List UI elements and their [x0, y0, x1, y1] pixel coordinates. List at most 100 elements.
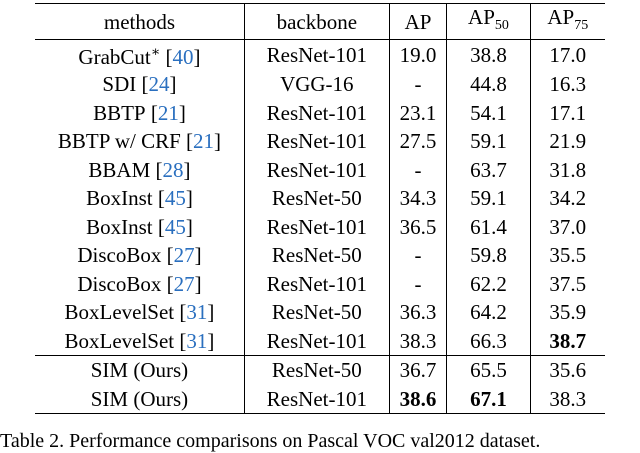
- value-cell: ResNet-101: [243, 212, 390, 242]
- citation-bracket: [: [186, 129, 194, 154]
- value-cell: 59.8: [446, 241, 531, 270]
- citation-number: 28: [162, 157, 184, 182]
- value-cell: 37.5: [529, 269, 605, 299]
- value-cell: 34.3: [388, 184, 447, 213]
- method-name: SDI: [102, 72, 137, 97]
- value-cell: 44.8: [446, 70, 531, 99]
- citation-bracket: ]: [193, 45, 201, 70]
- citation-bracket: [: [165, 45, 173, 70]
- value-cell: ResNet-50: [243, 298, 390, 327]
- citation-bracket: ]: [207, 328, 215, 353]
- citation-number: 40: [172, 45, 194, 70]
- method-cell: BBTP w/ CRF [21]: [35, 127, 244, 156]
- value-cell: 38.3: [529, 384, 605, 415]
- value-cell: 36.7: [388, 355, 447, 385]
- table-row: DiscoBox [27] ResNet-101-62.2 37.5: [35, 269, 605, 299]
- value-cell: 27.5: [388, 127, 447, 156]
- method-name: BoxLevelSet: [64, 328, 175, 353]
- value-cell: ResNet-101: [243, 269, 390, 299]
- method-cell: BoxInst [45]: [35, 184, 244, 213]
- method-cell: DiscoBox [27]: [35, 241, 244, 270]
- citation-number: 27: [173, 243, 195, 268]
- method-cell: DiscoBox [27]: [35, 270, 244, 299]
- value-cell: 64.2: [446, 298, 531, 327]
- value-cell: 38.8: [446, 39, 531, 71]
- header-cell: methods: [35, 2, 245, 41]
- value-cell: ResNet-101: [243, 98, 390, 128]
- header-text: AP: [468, 5, 495, 29]
- method-cell: SDI [24]: [35, 70, 244, 99]
- citation-number: 24: [148, 72, 170, 97]
- citation-number: 27: [173, 271, 195, 296]
- header-row: methods backbone AP AP50 AP75: [35, 2, 605, 41]
- method-superscript: ∗: [150, 45, 161, 61]
- citation-bracket: ]: [183, 157, 191, 182]
- value-cell: 59.1: [446, 184, 531, 213]
- table-row: BBTP w/ CRF [21] ResNet-101 27.5 59.1 21.9: [35, 127, 605, 156]
- value-cell: 21.9: [529, 127, 605, 156]
- citation-bracket: [: [166, 243, 174, 268]
- value-cell: ResNet-50: [243, 241, 390, 270]
- method-name: SIM (Ours): [90, 358, 189, 383]
- method-cell: SIM (Ours): [35, 384, 245, 415]
- citation-bracket: ]: [185, 214, 193, 239]
- method-cell: BoxInst [45]: [35, 213, 244, 242]
- citation-number: 31: [186, 328, 208, 353]
- value-cell: 65.5: [446, 355, 531, 385]
- table-row: SDI [24] VGG-16-44.8 16.3: [35, 70, 605, 99]
- value-cell: ResNet-50: [243, 184, 390, 213]
- citation-number: 45: [164, 214, 186, 239]
- method-cell: BoxLevelSet [31]: [35, 327, 244, 356]
- value-cell: -: [388, 269, 447, 299]
- value-cell: 54.1: [446, 98, 531, 128]
- value-cell: 36.3: [388, 298, 447, 327]
- value-cell: 38.6: [388, 384, 447, 415]
- table-row: BBTP [21] ResNet-101 23.1 54.1 17.1: [35, 98, 605, 128]
- citation-bracket: ]: [214, 129, 222, 154]
- value-cell: 38.3: [388, 326, 447, 356]
- results-table: methods backbone AP AP50 AP75 GrabCut∗ [40] R…: [35, 2, 605, 415]
- citation-bracket: [: [179, 328, 187, 353]
- value-cell: 67.1: [446, 384, 531, 415]
- table-row: BoxInst [45] ResNet-101 36.5 61.4 37.0: [35, 212, 605, 242]
- citation-bracket: [: [179, 300, 187, 325]
- value-cell: 19.0: [388, 39, 447, 71]
- method-name: BBTP w/ CRF: [57, 129, 181, 154]
- method-name: BoxLevelSet: [64, 300, 175, 325]
- value-cell: 17.0: [529, 39, 605, 71]
- header-cell: AP50: [446, 2, 531, 41]
- value-cell: 23.1: [388, 98, 447, 128]
- citation-bracket: [: [141, 72, 149, 97]
- table-row: DiscoBox [27] ResNet-50-59.8 35.5: [35, 241, 605, 270]
- method-name: DiscoBox: [77, 271, 162, 296]
- value-cell: -: [388, 241, 447, 270]
- citation-bracket: [: [157, 214, 165, 239]
- citation-number: 21: [193, 129, 215, 154]
- table-row: BoxInst [45] ResNet-50 34.3 59.1 34.2: [35, 184, 605, 213]
- value-cell: 66.3: [446, 326, 531, 356]
- method-cell: BBTP [21]: [35, 99, 244, 128]
- header-cell: AP75: [529, 2, 605, 41]
- value-cell: ResNet-101: [243, 127, 390, 156]
- header-cell: AP: [388, 2, 447, 41]
- method-name: SIM (Ours): [90, 386, 189, 411]
- value-cell: 16.3: [529, 70, 605, 99]
- table-row: BoxLevelSet [31] ResNet-101 38.3 66.3 38.7: [35, 326, 605, 356]
- header-text: AP: [547, 5, 575, 29]
- citation-bracket: ]: [207, 300, 215, 325]
- table-row: SIM (Ours) ResNet-50 36.7 65.5 35.6: [35, 355, 605, 385]
- method-name: BBAM: [88, 157, 151, 182]
- value-cell: ResNet-101: [243, 155, 390, 185]
- value-cell: 17.1: [529, 98, 605, 128]
- value-cell: VGG-16: [243, 70, 390, 99]
- method-cell: BBAM [28]: [35, 156, 244, 185]
- value-cell: 61.4: [446, 212, 531, 242]
- table-row: BoxLevelSet [31] ResNet-50 36.3 64.2 35.9: [35, 298, 605, 327]
- citation-number: 21: [157, 100, 179, 125]
- value-cell: ResNet-101: [243, 39, 390, 71]
- citation-bracket: [: [155, 157, 163, 182]
- citation-bracket: ]: [194, 271, 202, 296]
- value-cell: ResNet-50: [243, 355, 390, 385]
- value-cell: 38.7: [529, 326, 605, 356]
